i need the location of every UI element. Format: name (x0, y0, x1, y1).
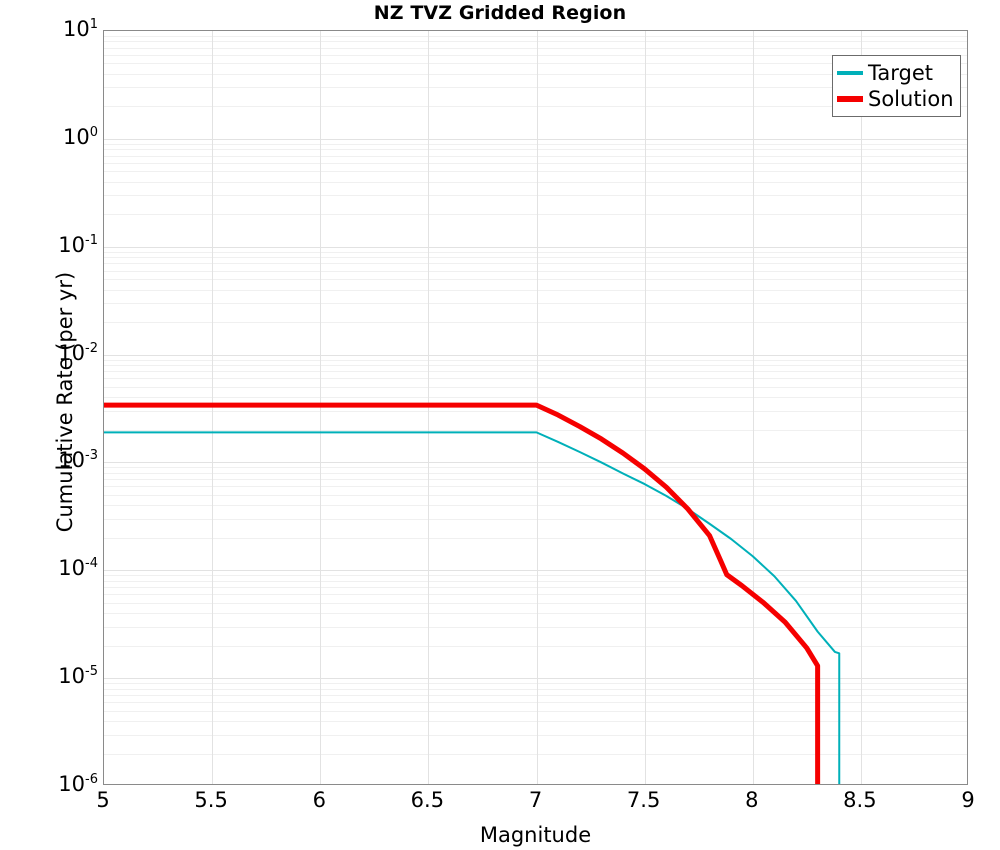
gridline-horizontal-minor (104, 430, 967, 431)
legend-label-solution: Solution (868, 86, 954, 111)
x-axis-tick-label: 7 (528, 788, 543, 812)
gridline-vertical (753, 31, 754, 784)
gridline-horizontal-major (104, 570, 967, 571)
gridline-horizontal-minor (104, 467, 967, 468)
gridline-horizontal-minor (104, 279, 967, 280)
gridline-horizontal-minor (104, 271, 967, 272)
gridline-horizontal-major (104, 678, 967, 679)
gridline-horizontal-minor (104, 263, 967, 264)
gridline-horizontal-minor (104, 505, 967, 506)
gridline-horizontal-minor (104, 322, 967, 323)
gridline-horizontal-minor (104, 721, 967, 722)
gridline-horizontal-minor (104, 519, 967, 520)
x-axis-tick-label: 5.5 (194, 788, 228, 812)
gridline-horizontal-minor (104, 144, 967, 145)
gridline-horizontal-minor (104, 646, 967, 647)
gridline-horizontal-minor (104, 627, 967, 628)
gridline-horizontal-major (104, 139, 967, 140)
gridline-horizontal-minor (104, 711, 967, 712)
x-axis-tick-label: 7.5 (626, 788, 661, 812)
gridline-horizontal-minor (104, 613, 967, 614)
chart-legend[interactable]: Target Solution (832, 55, 961, 117)
gridline-horizontal-minor (104, 252, 967, 253)
gridline-horizontal-minor (104, 735, 967, 736)
gridline-horizontal-minor (104, 479, 967, 480)
legend-label-target: Target (868, 60, 933, 85)
gridline-horizontal-minor (104, 182, 967, 183)
gridline-horizontal-minor (104, 587, 967, 588)
gridline-horizontal-minor (104, 495, 967, 496)
gridline-horizontal-minor (104, 754, 967, 755)
gridline-horizontal-major (104, 247, 967, 248)
gridline-horizontal-minor (104, 63, 967, 64)
gridline-horizontal-minor (104, 48, 967, 49)
gridline-horizontal-minor (104, 689, 967, 690)
gridline-horizontal-minor (104, 41, 967, 42)
gridline-horizontal-minor (104, 397, 967, 398)
gridline-horizontal-minor (104, 214, 967, 215)
gridline-horizontal-minor (104, 594, 967, 595)
gridline-horizontal-minor (104, 257, 967, 258)
x-axis-title: Magnitude (479, 823, 592, 847)
gridline-horizontal-minor (104, 87, 967, 88)
gridline-horizontal-minor (104, 473, 967, 474)
legend-color-swatch-solution (837, 96, 863, 102)
gridline-horizontal-minor (104, 575, 967, 576)
chart-title: NZ TVZ Gridded Region (373, 2, 627, 24)
gridline-horizontal-minor (104, 55, 967, 56)
x-axis-tick-label: 9 (961, 788, 975, 812)
gridline-horizontal-minor (104, 371, 967, 372)
gridline-horizontal-minor (104, 538, 967, 539)
gridline-horizontal-minor (104, 36, 967, 37)
y-axis-tick-label: 10-4 (58, 556, 98, 581)
y-axis-tick-label: 10-3 (58, 448, 98, 473)
gridline-horizontal-minor (104, 171, 967, 172)
gridline-horizontal-minor (104, 156, 967, 157)
y-axis-tick-label: 100 (62, 124, 98, 149)
gridline-horizontal-minor (104, 360, 967, 361)
series-line-solution (104, 402, 821, 784)
y-axis-tick-label: 10-5 (58, 664, 98, 689)
gridline-horizontal-minor (104, 486, 967, 487)
gridline-horizontal-minor (104, 378, 967, 379)
gridline-vertical (861, 31, 862, 784)
gridline-horizontal-minor (104, 163, 967, 164)
legend-item-solution[interactable]: Solution (837, 86, 954, 112)
y-axis-tick-label: 10-6 (58, 772, 98, 796)
x-axis-tick-label: 8.5 (843, 788, 877, 812)
gridline-horizontal-minor (104, 387, 967, 388)
gridline-horizontal-minor (104, 581, 967, 582)
gridline-vertical (645, 31, 646, 784)
legend-item-target[interactable]: Target (837, 60, 954, 86)
gridline-horizontal-minor (104, 365, 967, 366)
gridline-horizontal-minor (104, 695, 967, 696)
gridline-horizontal-minor (104, 702, 967, 703)
x-axis-tick-label: 8 (745, 788, 759, 812)
gridline-horizontal-minor (104, 683, 967, 684)
legend-color-swatch-target (837, 71, 863, 75)
gridline-horizontal-minor (104, 195, 967, 196)
gridline-horizontal-major (104, 462, 967, 463)
y-axis-title: Cumulative Rate (per yr) (53, 271, 77, 533)
gridline-horizontal-minor (104, 303, 967, 304)
x-axis-tick-label: 6 (312, 788, 326, 812)
gridline-horizontal-minor (104, 106, 967, 107)
plot-area (103, 30, 968, 785)
gridline-horizontal-minor (104, 290, 967, 291)
x-axis-tick-label: 6.5 (410, 788, 445, 812)
y-axis-tick-label: 101 (62, 17, 98, 41)
gridline-horizontal-minor (104, 603, 967, 604)
gridline-horizontal-minor (104, 411, 967, 412)
x-axis-tick-label: 5 (96, 788, 110, 812)
gridline-horizontal-minor (104, 149, 967, 150)
y-axis-tick-label: 10-2 (58, 340, 98, 365)
series-line-target (104, 431, 841, 784)
gridline-horizontal-major (104, 355, 967, 356)
gridline-horizontal-minor (104, 74, 967, 75)
curve-layer (104, 402, 841, 784)
y-axis-tick-label: 10-1 (58, 232, 98, 257)
y-axis-tick-labels: 101 100 10-1 10-2 10-3 10-4 10-5 10-6 (0, 0, 98, 850)
